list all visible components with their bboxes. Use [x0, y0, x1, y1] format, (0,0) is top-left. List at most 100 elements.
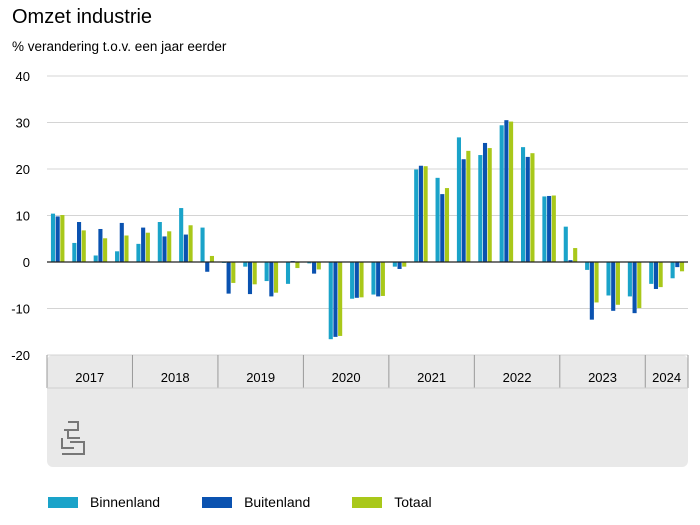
- bar-totaal: [380, 262, 385, 296]
- bar-totaal: [103, 238, 108, 262]
- bar-buitenland: [247, 262, 253, 295]
- bar-totaal: [444, 188, 450, 262]
- bar-buitenland: [98, 228, 103, 262]
- bar-totaal: [316, 262, 321, 270]
- y-tick-label: 10: [16, 209, 30, 224]
- bar-totaal: [338, 262, 343, 336]
- x-tick-label: 2020: [332, 370, 361, 385]
- legend-label-buitenland: Buitenland: [244, 494, 311, 510]
- bar-totaal: [637, 262, 642, 309]
- bar-totaal: [679, 262, 685, 272]
- bar-buitenland: [354, 262, 359, 298]
- legend-item-binnenland[interactable]: Binnenland: [48, 494, 160, 510]
- bar-totaal: [594, 262, 599, 303]
- bar-binnenland: [350, 262, 355, 299]
- bar-buitenland: [632, 262, 637, 314]
- bar-binnenland: [50, 213, 56, 262]
- bar-binnenland: [93, 255, 98, 262]
- x-tick-label: 2022: [503, 370, 532, 385]
- bar-binnenland: [157, 222, 162, 262]
- bar-totaal: [402, 262, 407, 267]
- bar-buitenland: [461, 159, 466, 262]
- y-tick-label: 40: [16, 69, 30, 84]
- bar-buitenland: [226, 262, 231, 294]
- bar-binnenland: [456, 137, 461, 262]
- bar-binnenland: [435, 177, 440, 262]
- bar-buitenland: [376, 262, 381, 297]
- bar-totaal: [615, 262, 620, 305]
- bar-totaal: [209, 255, 215, 262]
- axis-panel: [47, 355, 688, 467]
- y-tick-label: 0: [23, 255, 30, 270]
- legend: Binnenland Buitenland Totaal: [48, 494, 474, 510]
- bar-totaal: [252, 262, 257, 285]
- bar-totaal: [167, 231, 172, 262]
- x-tick-label: 2023: [588, 370, 617, 385]
- bar-totaal: [487, 148, 492, 262]
- bar-binnenland: [670, 262, 675, 279]
- bar-binnenland: [136, 243, 141, 262]
- bar-buitenland: [418, 165, 423, 262]
- bar-totaal: [423, 166, 428, 262]
- bar-binnenland: [328, 262, 333, 340]
- bar-buitenland: [205, 262, 210, 272]
- bar-totaal: [573, 248, 578, 262]
- y-tick-label: -20: [11, 348, 30, 363]
- chart-title: Omzet industrie: [12, 6, 153, 28]
- bar-binnenland: [200, 227, 205, 262]
- bar-buitenland: [440, 194, 445, 262]
- bar-binnenland: [115, 251, 120, 262]
- legend-swatch-binnenland: [48, 496, 78, 508]
- bar-binnenland: [563, 226, 568, 262]
- bar-binnenland: [542, 196, 547, 262]
- x-tick-label: 2021: [417, 370, 446, 385]
- bar-buitenland: [183, 234, 188, 262]
- bar-buitenland: [504, 120, 509, 262]
- legend-item-totaal[interactable]: Totaal: [352, 494, 432, 510]
- bar-binnenland: [649, 262, 654, 284]
- bar-totaal: [658, 262, 663, 288]
- legend-item-buitenland[interactable]: Buitenland: [202, 494, 310, 510]
- bar-binnenland: [520, 147, 526, 262]
- bar-buitenland: [589, 262, 594, 320]
- bar-binnenland: [585, 262, 590, 270]
- bar-buitenland: [55, 216, 60, 262]
- x-tick-label: 2024: [652, 370, 681, 385]
- bar-binnenland: [243, 262, 248, 267]
- bar-totaal: [551, 195, 556, 262]
- bar-totaal: [145, 232, 150, 262]
- y-tick-label: -10: [11, 302, 30, 317]
- bar-binnenland: [371, 262, 376, 295]
- bar-binnenland: [72, 242, 77, 262]
- bar-buitenland: [611, 262, 616, 311]
- bar-totaal: [530, 153, 535, 262]
- bar-chart: -20 -10 0 10 20 30 40 2017 2018 2019 2020 2021 2022 2…: [11, 69, 689, 467]
- bar-totaal: [81, 230, 86, 262]
- bar-buitenland: [547, 195, 552, 262]
- bar-binnenland: [307, 262, 312, 264]
- x-tick-label: 2018: [161, 370, 190, 385]
- bar-buitenland: [76, 222, 82, 262]
- x-tick-label: 2017: [75, 370, 104, 385]
- bar-totaal: [60, 215, 65, 262]
- bar-binnenland: [627, 262, 632, 297]
- chart-subtitle: % verandering t.o.v. een jaar eerder: [12, 39, 227, 54]
- bar-buitenland: [269, 262, 274, 297]
- legend-swatch-totaal: [352, 496, 383, 508]
- bar-totaal: [295, 262, 300, 269]
- x-tick-label: 2019: [246, 370, 275, 385]
- legend-label-totaal: Totaal: [394, 494, 432, 510]
- legend-swatch-buitenland: [202, 496, 233, 508]
- legend-label-binnenland: Binnenland: [90, 494, 161, 510]
- bar-binnenland: [179, 208, 184, 262]
- bar-totaal: [509, 121, 514, 262]
- bar-binnenland: [264, 262, 269, 282]
- bar-buitenland: [119, 222, 124, 262]
- bar-buitenland: [675, 262, 680, 268]
- bar-totaal: [274, 262, 279, 293]
- bar-totaal: [124, 235, 129, 262]
- bar-buitenland: [141, 227, 146, 262]
- bar-binnenland: [285, 262, 291, 284]
- bar-binnenland: [606, 262, 611, 296]
- bar-totaal: [466, 150, 471, 262]
